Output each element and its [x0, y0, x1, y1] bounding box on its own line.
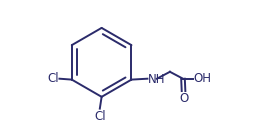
Text: Cl: Cl	[94, 110, 105, 122]
Text: Cl: Cl	[47, 72, 59, 85]
Text: NH: NH	[148, 73, 165, 86]
Text: O: O	[179, 92, 188, 105]
Text: OH: OH	[193, 72, 211, 85]
